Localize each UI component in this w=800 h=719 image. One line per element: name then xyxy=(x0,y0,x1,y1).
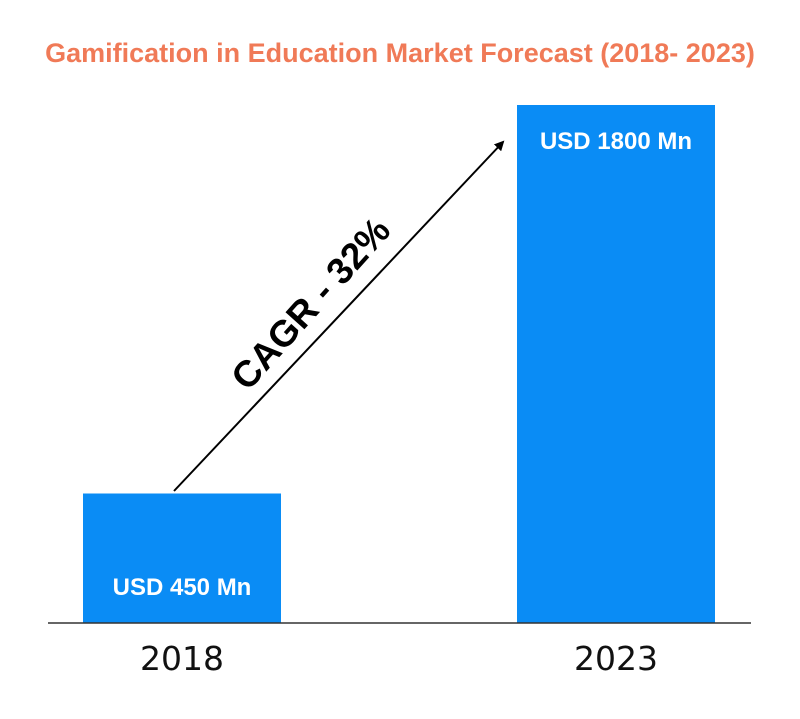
cagr-arrow xyxy=(173,140,505,492)
bar-2023 xyxy=(517,105,715,623)
chart-title: Gamification in Education Market Forecas… xyxy=(45,38,755,68)
x-tick-2018: 2018 xyxy=(140,639,224,678)
x-tick-2023: 2023 xyxy=(574,639,658,678)
data-label-2023: USD 1800 Mn xyxy=(540,128,692,155)
cagr-annotation: CAGR - 32% xyxy=(223,210,398,398)
bars-group: USD 450 Mn USD 1800 Mn xyxy=(83,105,715,623)
x-tick-labels: 2018 2023 xyxy=(140,639,658,678)
data-label-2018: USD 450 Mn xyxy=(113,574,252,601)
bar-2018 xyxy=(83,493,281,623)
